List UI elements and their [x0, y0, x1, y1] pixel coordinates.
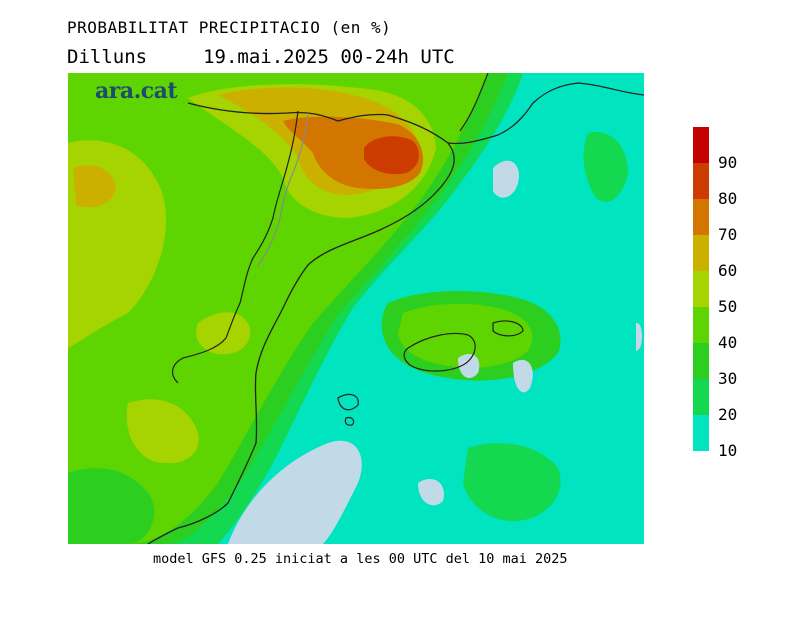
band-below10-sea2 [418, 479, 444, 506]
aracat-logo: ara.cat [95, 78, 178, 104]
legend-label-70: 70 [718, 225, 738, 244]
formentera-outline [344, 416, 355, 426]
legend-label-50: 50 [718, 297, 738, 316]
menorca-outline [492, 320, 524, 337]
model-info: model GFS 0.25 iniciat a les 00 UTC del … [153, 551, 568, 567]
legend-swatch-50 [693, 271, 709, 307]
band-50-patch [196, 312, 251, 355]
forecast-day: Dilluns [67, 46, 148, 68]
legend-swatch-60 [693, 235, 709, 271]
band-80 [364, 136, 419, 175]
mallorca-outline [403, 332, 476, 372]
band-30-sw [68, 468, 155, 544]
legend-label-20: 20 [718, 405, 738, 424]
ibiza-outline [337, 393, 359, 411]
band-below10-edge [636, 322, 642, 351]
band-below10-north [493, 160, 519, 198]
legend-swatch-70 [693, 199, 709, 235]
legend-swatch-40 [693, 307, 709, 343]
legend-label-40: 40 [718, 333, 738, 352]
band-40-balearic [398, 303, 533, 368]
band-below10-sea [513, 359, 533, 393]
french-border [459, 73, 489, 132]
band-60-west [73, 165, 116, 208]
band-50-sw [126, 399, 199, 464]
band-20-sea [463, 443, 561, 522]
legend-swatch-10 [693, 415, 709, 451]
map-subtitle: Dilluns 19.mai.2025 00-24h UTC [67, 46, 455, 68]
map-title: PROBABILITAT PRECIPITACIO (en %) [67, 18, 392, 37]
legend-swatch-20 [693, 379, 709, 415]
region-border [257, 112, 309, 267]
forecast-period: 19.mai.2025 00-24h UTC [203, 46, 455, 68]
precipitation-map [68, 73, 644, 544]
legend-label-90: 90 [718, 153, 738, 172]
border-line [171, 110, 299, 384]
band-below10-south [228, 440, 362, 544]
band-below10-menorca [458, 353, 480, 378]
legend-label-10: 10 [718, 441, 738, 460]
french-coast [447, 82, 644, 145]
color-legend [693, 127, 709, 451]
legend-swatch-80 [693, 163, 709, 199]
legend-label-60: 60 [718, 261, 738, 280]
band-20-east [583, 132, 628, 202]
coastline [147, 102, 455, 544]
legend-label-30: 30 [718, 369, 738, 388]
legend-swatch-30 [693, 343, 709, 379]
legend-swatch-90 [693, 127, 709, 163]
legend-label-80: 80 [718, 189, 738, 208]
